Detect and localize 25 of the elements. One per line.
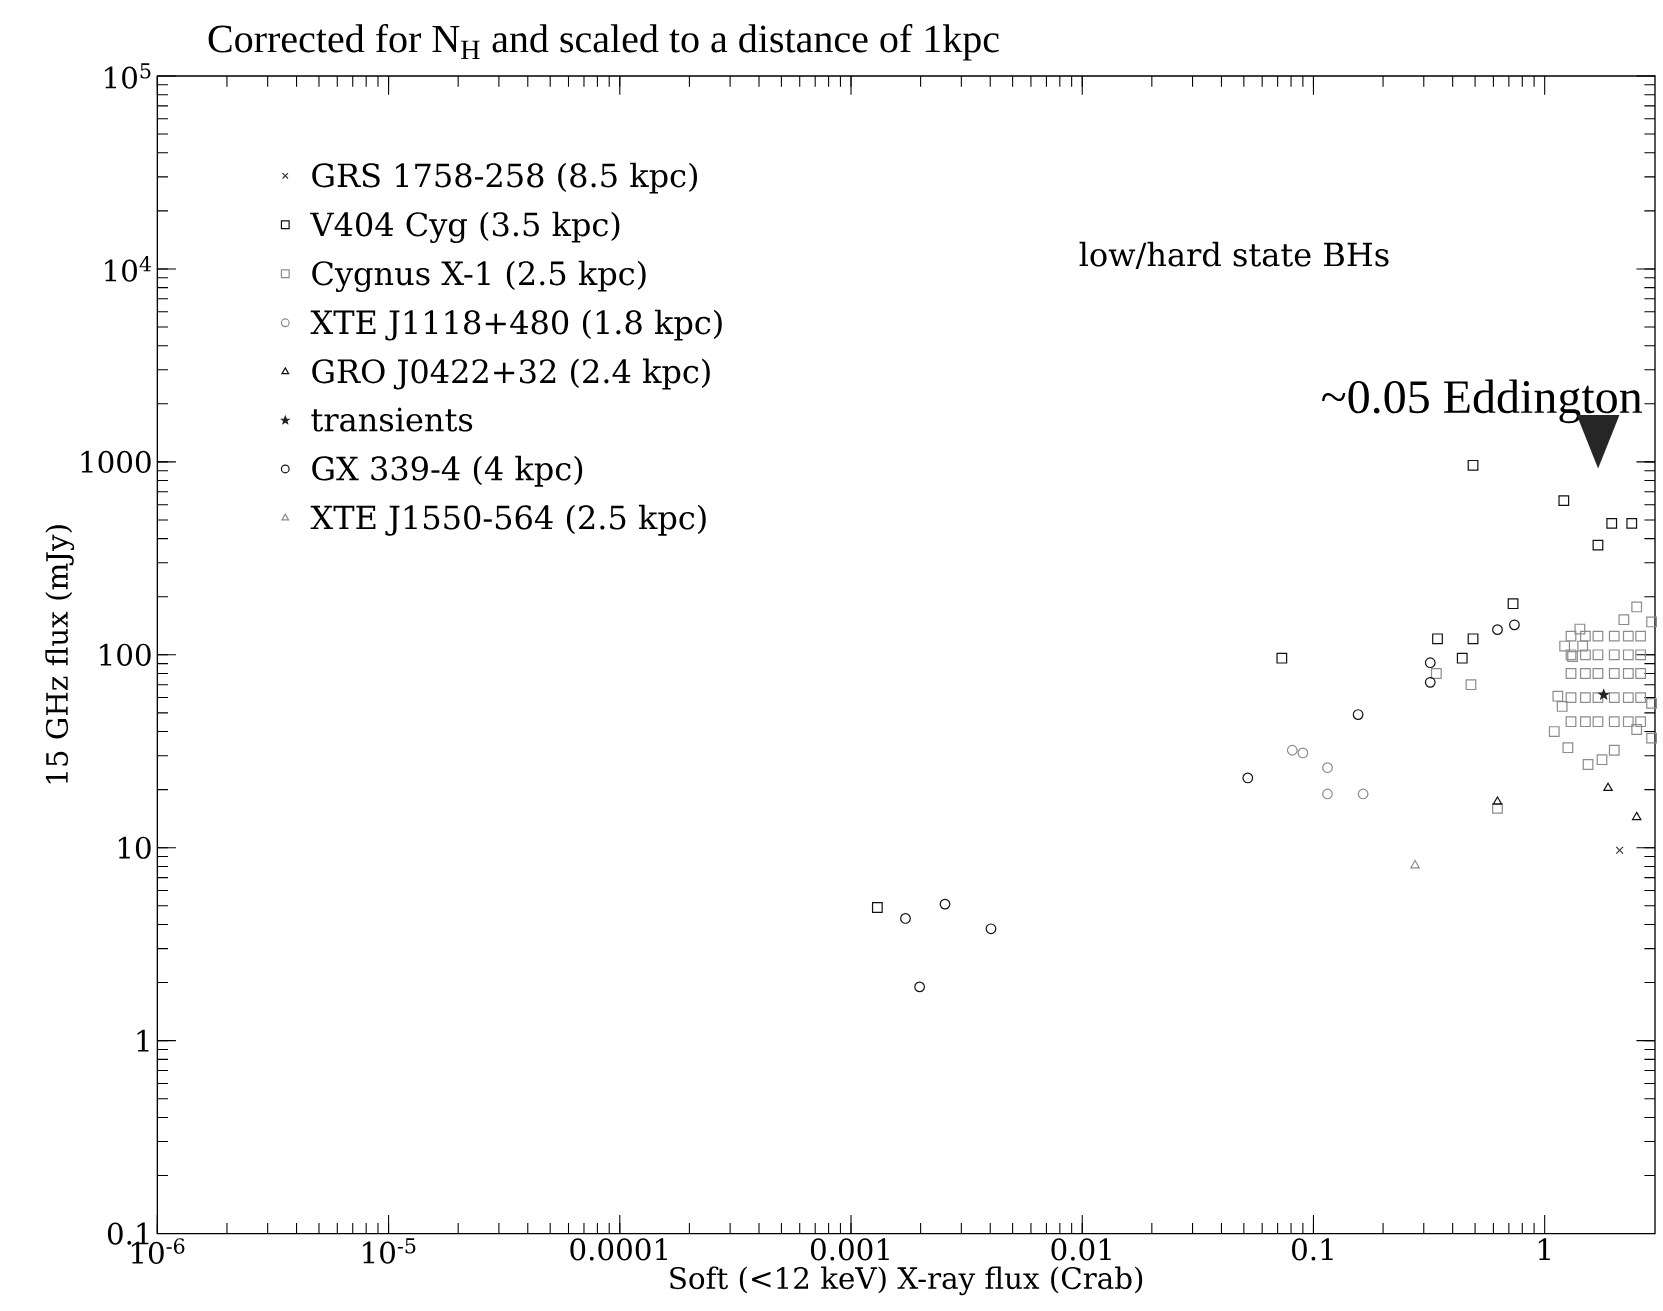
y-tick-label: 10$^{4}$ bbox=[105, 256, 151, 282]
legend-label: XTE J1118+480 (1.8 kpc) bbox=[310, 309, 722, 341]
annotation: ~0.05 Eddington bbox=[1322, 379, 1642, 424]
x-tick-label: 0.0001 bbox=[570, 1238, 667, 1261]
chart-title: Corrected for N$_{H}$ and scaled to a distance of 1kpc bbox=[208, 23, 999, 61]
y-tick-label: 100 bbox=[100, 643, 151, 666]
annotation: low/hard state BHs bbox=[1079, 241, 1389, 270]
x-axis-title: Soft (<12 keV) X-ray flux (Crab) bbox=[670, 1266, 1143, 1296]
y-axis-title: 15 GHz flux (mJy) bbox=[45, 525, 75, 784]
x-tick-label: 0.001 bbox=[810, 1238, 889, 1261]
y-tick-label: 10 bbox=[118, 836, 151, 859]
x-tick-label: 0.01 bbox=[1051, 1238, 1111, 1261]
legend-label: Cygnus X-1 (2.5 kpc) bbox=[312, 260, 646, 293]
x-tick-label: 1 bbox=[1538, 1238, 1550, 1261]
x-tick-label: 0.1 bbox=[1292, 1238, 1333, 1261]
y-tick-label: 10$^{5}$ bbox=[105, 63, 151, 89]
y-tick-label: 1000 bbox=[81, 450, 151, 473]
y-tick-label: 1 bbox=[137, 1029, 149, 1052]
legend-label: GRS 1758-258 (8.5 kpc) bbox=[312, 162, 697, 194]
legend-label: V404 Cyg (3.5 kpc) bbox=[310, 211, 620, 244]
legend-label: GX 339-4 (4 kpc) bbox=[312, 455, 583, 487]
legend-label: transients bbox=[311, 407, 473, 432]
legend-label: XTE J1550-564 (2.5 kpc) bbox=[310, 504, 706, 536]
x-tick-label: 10$^{-5}$ bbox=[363, 1238, 416, 1264]
legend-label: GRO J0422+32 (2.4 kpc) bbox=[312, 358, 710, 390]
